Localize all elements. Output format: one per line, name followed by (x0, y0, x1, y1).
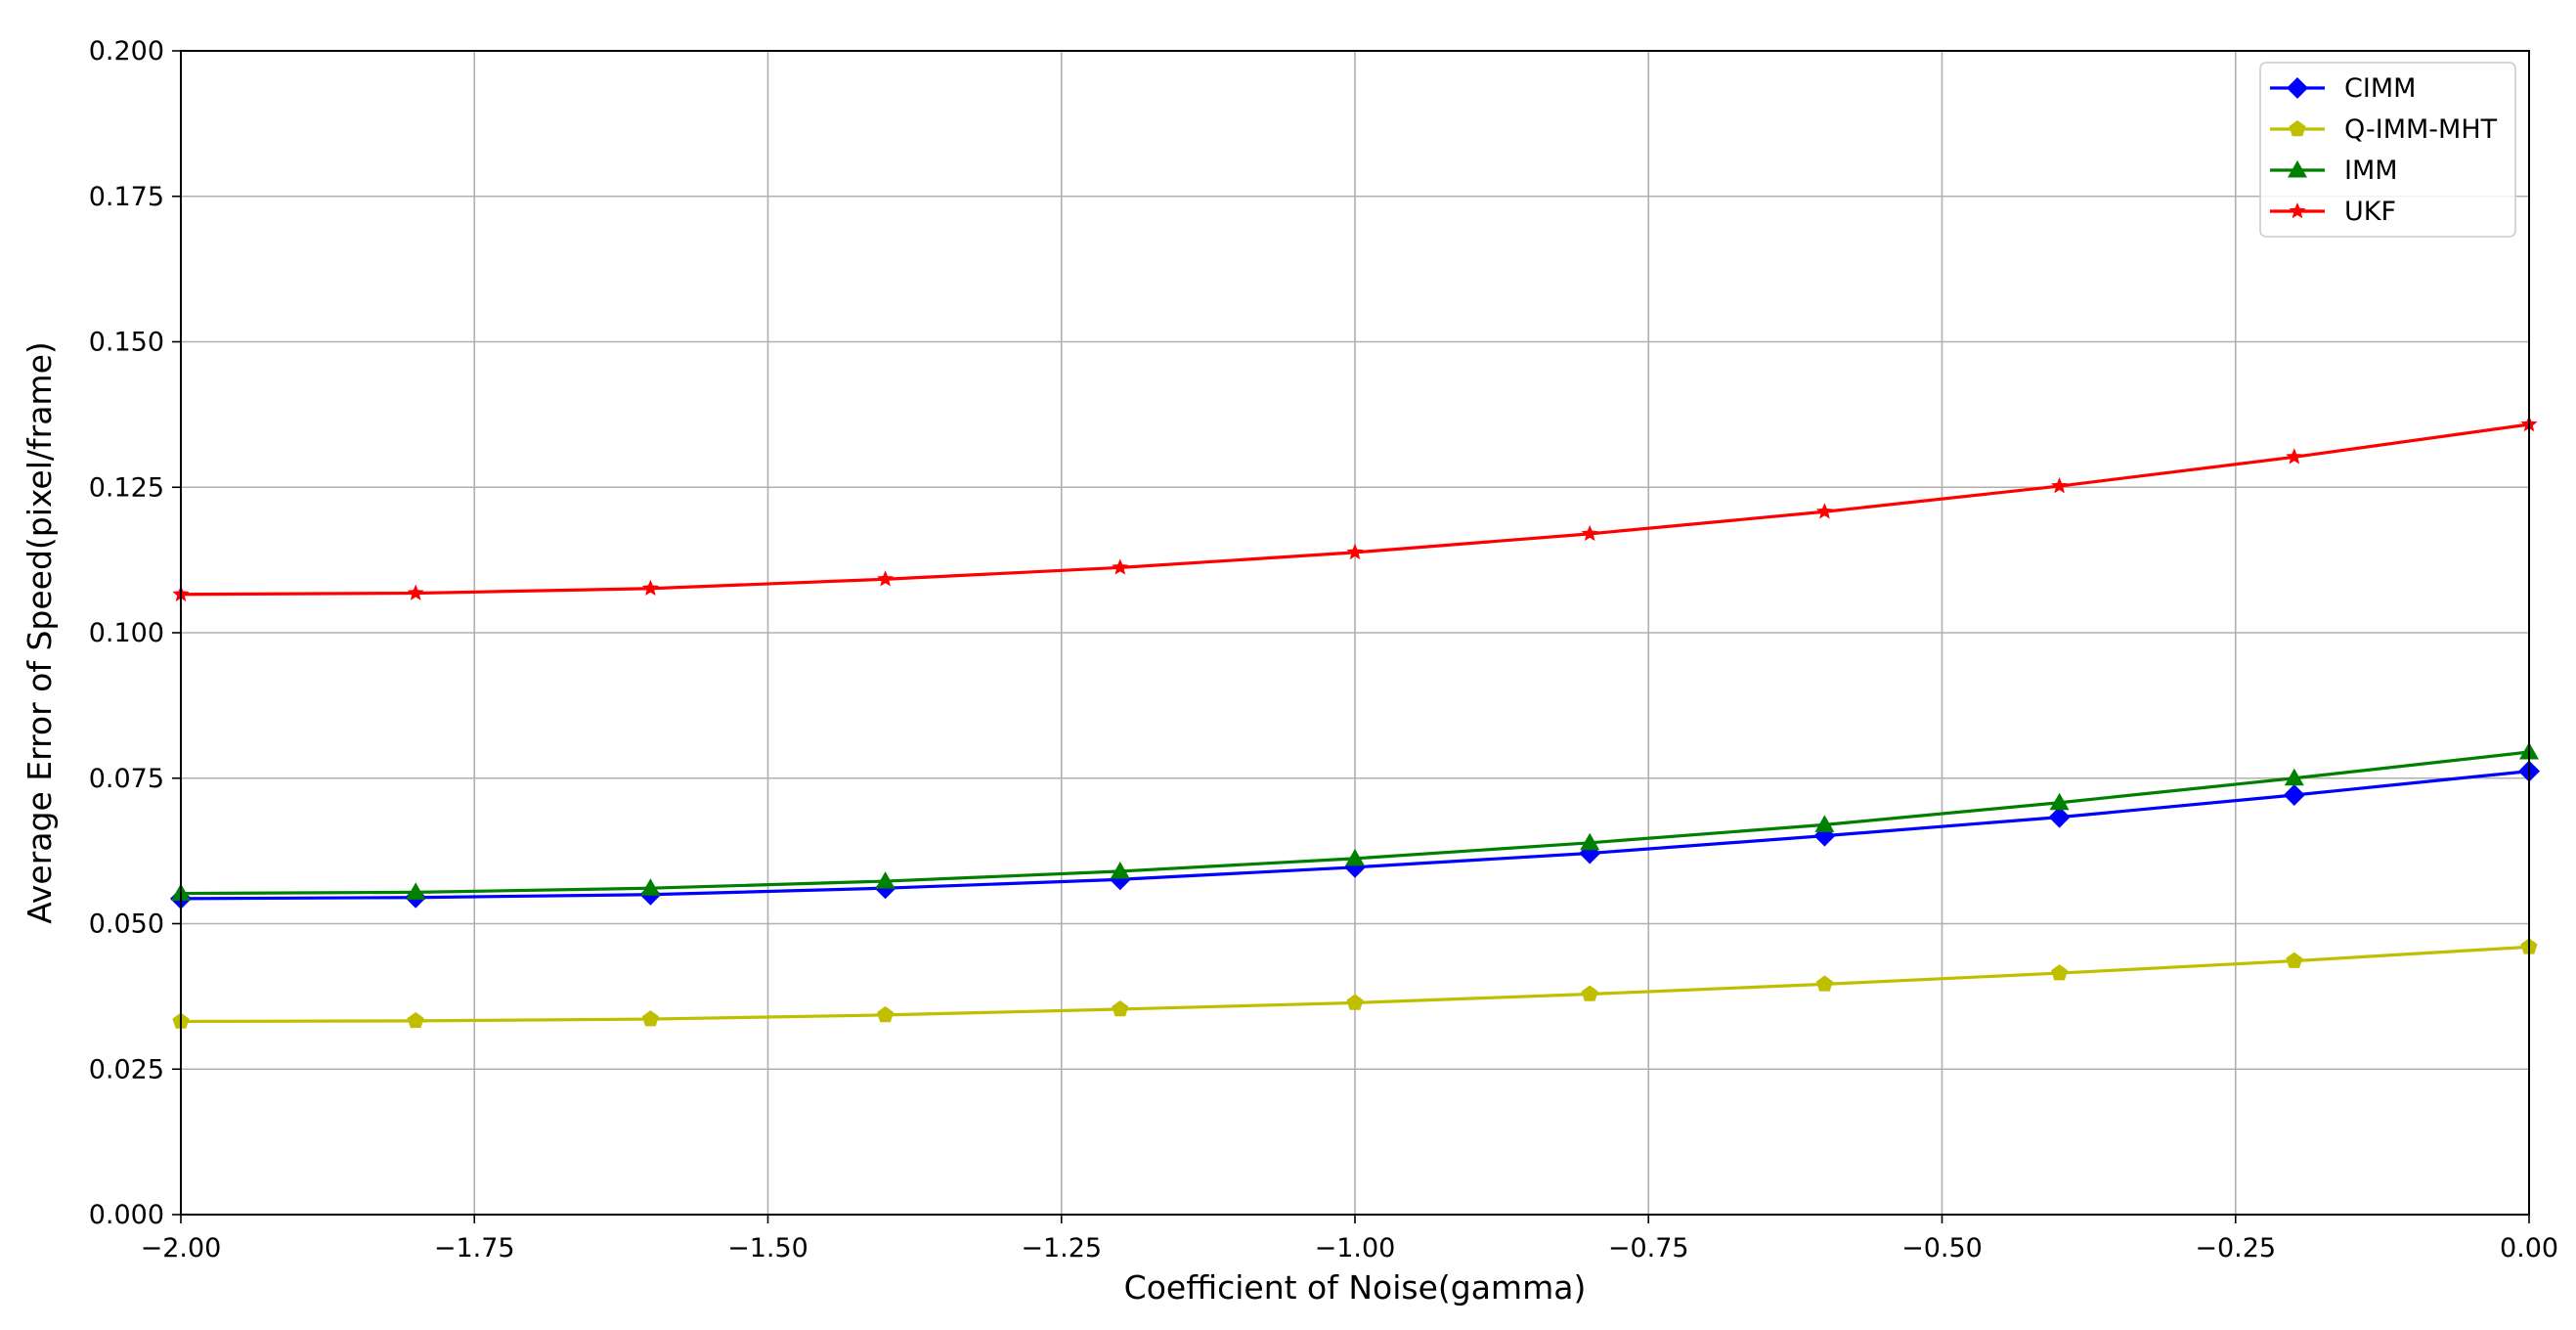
series-ukf (172, 415, 2538, 602)
y-tick-label: 0.150 (89, 328, 164, 358)
legend: CIMM Q-IMM-MHT IMM UKF (2259, 62, 2516, 238)
data-point-imm (1345, 848, 1365, 866)
x-tick-label: −2.00 (141, 1233, 222, 1264)
x-tick-label: −0.25 (2195, 1233, 2276, 1264)
legend-label-q-imm-mht: Q-IMM-MHT (2344, 114, 2498, 145)
y-tick-label: 0.100 (89, 618, 164, 648)
y-tick-label: 0.050 (89, 909, 164, 940)
data-point-q-imm-mht (1815, 975, 1833, 992)
y-tick-label: 0.175 (89, 182, 164, 212)
y-tick-label: 0.025 (89, 1054, 164, 1085)
data-point-ukf (1581, 524, 1598, 542)
legend-marker-q-imm-mht (2289, 120, 2306, 137)
data-point-ukf (1815, 503, 1833, 519)
data-point-q-imm-mht (2051, 964, 2069, 981)
data-point-imm (1814, 815, 1835, 832)
y-tick-label: 0.000 (89, 1200, 164, 1230)
data-point-cimm (2048, 806, 2071, 828)
legend-label-imm: IMM (2344, 155, 2398, 186)
y-axis-ticks: 0.000 0.025 0.050 0.075 0.100 0.125 0.150 0.175… (89, 36, 181, 1230)
data-point-ukf (877, 570, 895, 587)
data-point-ukf (641, 579, 659, 597)
data-point-imm (1110, 861, 1130, 879)
data-point-q-imm-mht (2286, 952, 2303, 968)
x-axis-ticks: −2.00 −1.75 −1.50 −1.25 −1.00 −0.75 −0.50 −0.25… (141, 1215, 2558, 1264)
data-point-q-imm-mht (877, 1005, 895, 1023)
data-point-imm (2284, 768, 2304, 786)
data-point-q-imm-mht (1581, 985, 1598, 1001)
plot-frame (180, 50, 2530, 1216)
y-tick-label: 0.125 (89, 472, 164, 503)
y-tick-label: 0.200 (89, 36, 164, 66)
data-point-imm (1580, 832, 1600, 851)
x-tick-label: −1.25 (1021, 1233, 1102, 1264)
series-q-imm-mht (172, 938, 2538, 1029)
x-tick-label: −0.50 (1901, 1233, 1983, 1264)
data-point-imm (875, 871, 895, 889)
data-point-ukf (1346, 543, 1364, 560)
data-point-ukf (2051, 477, 2069, 494)
x-tick-label: −1.75 (434, 1233, 515, 1264)
legend-marker-cimm (2287, 77, 2308, 99)
data-point-q-imm-mht (1112, 999, 1129, 1017)
y-tick-label: 0.075 (89, 764, 164, 794)
x-tick-label: −1.50 (727, 1233, 808, 1264)
y-axis-title: Average Error of Speed(pixel/frame) (21, 341, 59, 924)
data-point-q-imm-mht (641, 1010, 659, 1027)
x-tick-label: −1.00 (1315, 1233, 1396, 1264)
legend-label-cimm: CIMM (2344, 73, 2416, 104)
data-point-q-imm-mht (1346, 994, 1364, 1010)
data-point-imm (640, 878, 661, 896)
data-point-ukf (2286, 448, 2303, 465)
x-tick-label: 0.00 (2500, 1233, 2558, 1264)
legend-marker-ukf (2289, 202, 2306, 219)
data-point-ukf (1112, 558, 1129, 575)
data-point-q-imm-mht (407, 1011, 424, 1029)
x-tick-label: −0.75 (1608, 1233, 1689, 1264)
data-point-ukf (407, 584, 424, 600)
series-group (170, 415, 2540, 1029)
data-point-cimm (2283, 784, 2305, 807)
series-imm (171, 741, 2539, 902)
legend-label-ukf: UKF (2344, 197, 2396, 227)
x-axis-title: Coefficient of Noise(gamma) (1124, 1268, 1587, 1307)
legend-box (2259, 62, 2516, 238)
data-point-imm (2049, 792, 2070, 811)
legend-marker-imm (2288, 160, 2307, 178)
data-point-imm (406, 882, 426, 900)
